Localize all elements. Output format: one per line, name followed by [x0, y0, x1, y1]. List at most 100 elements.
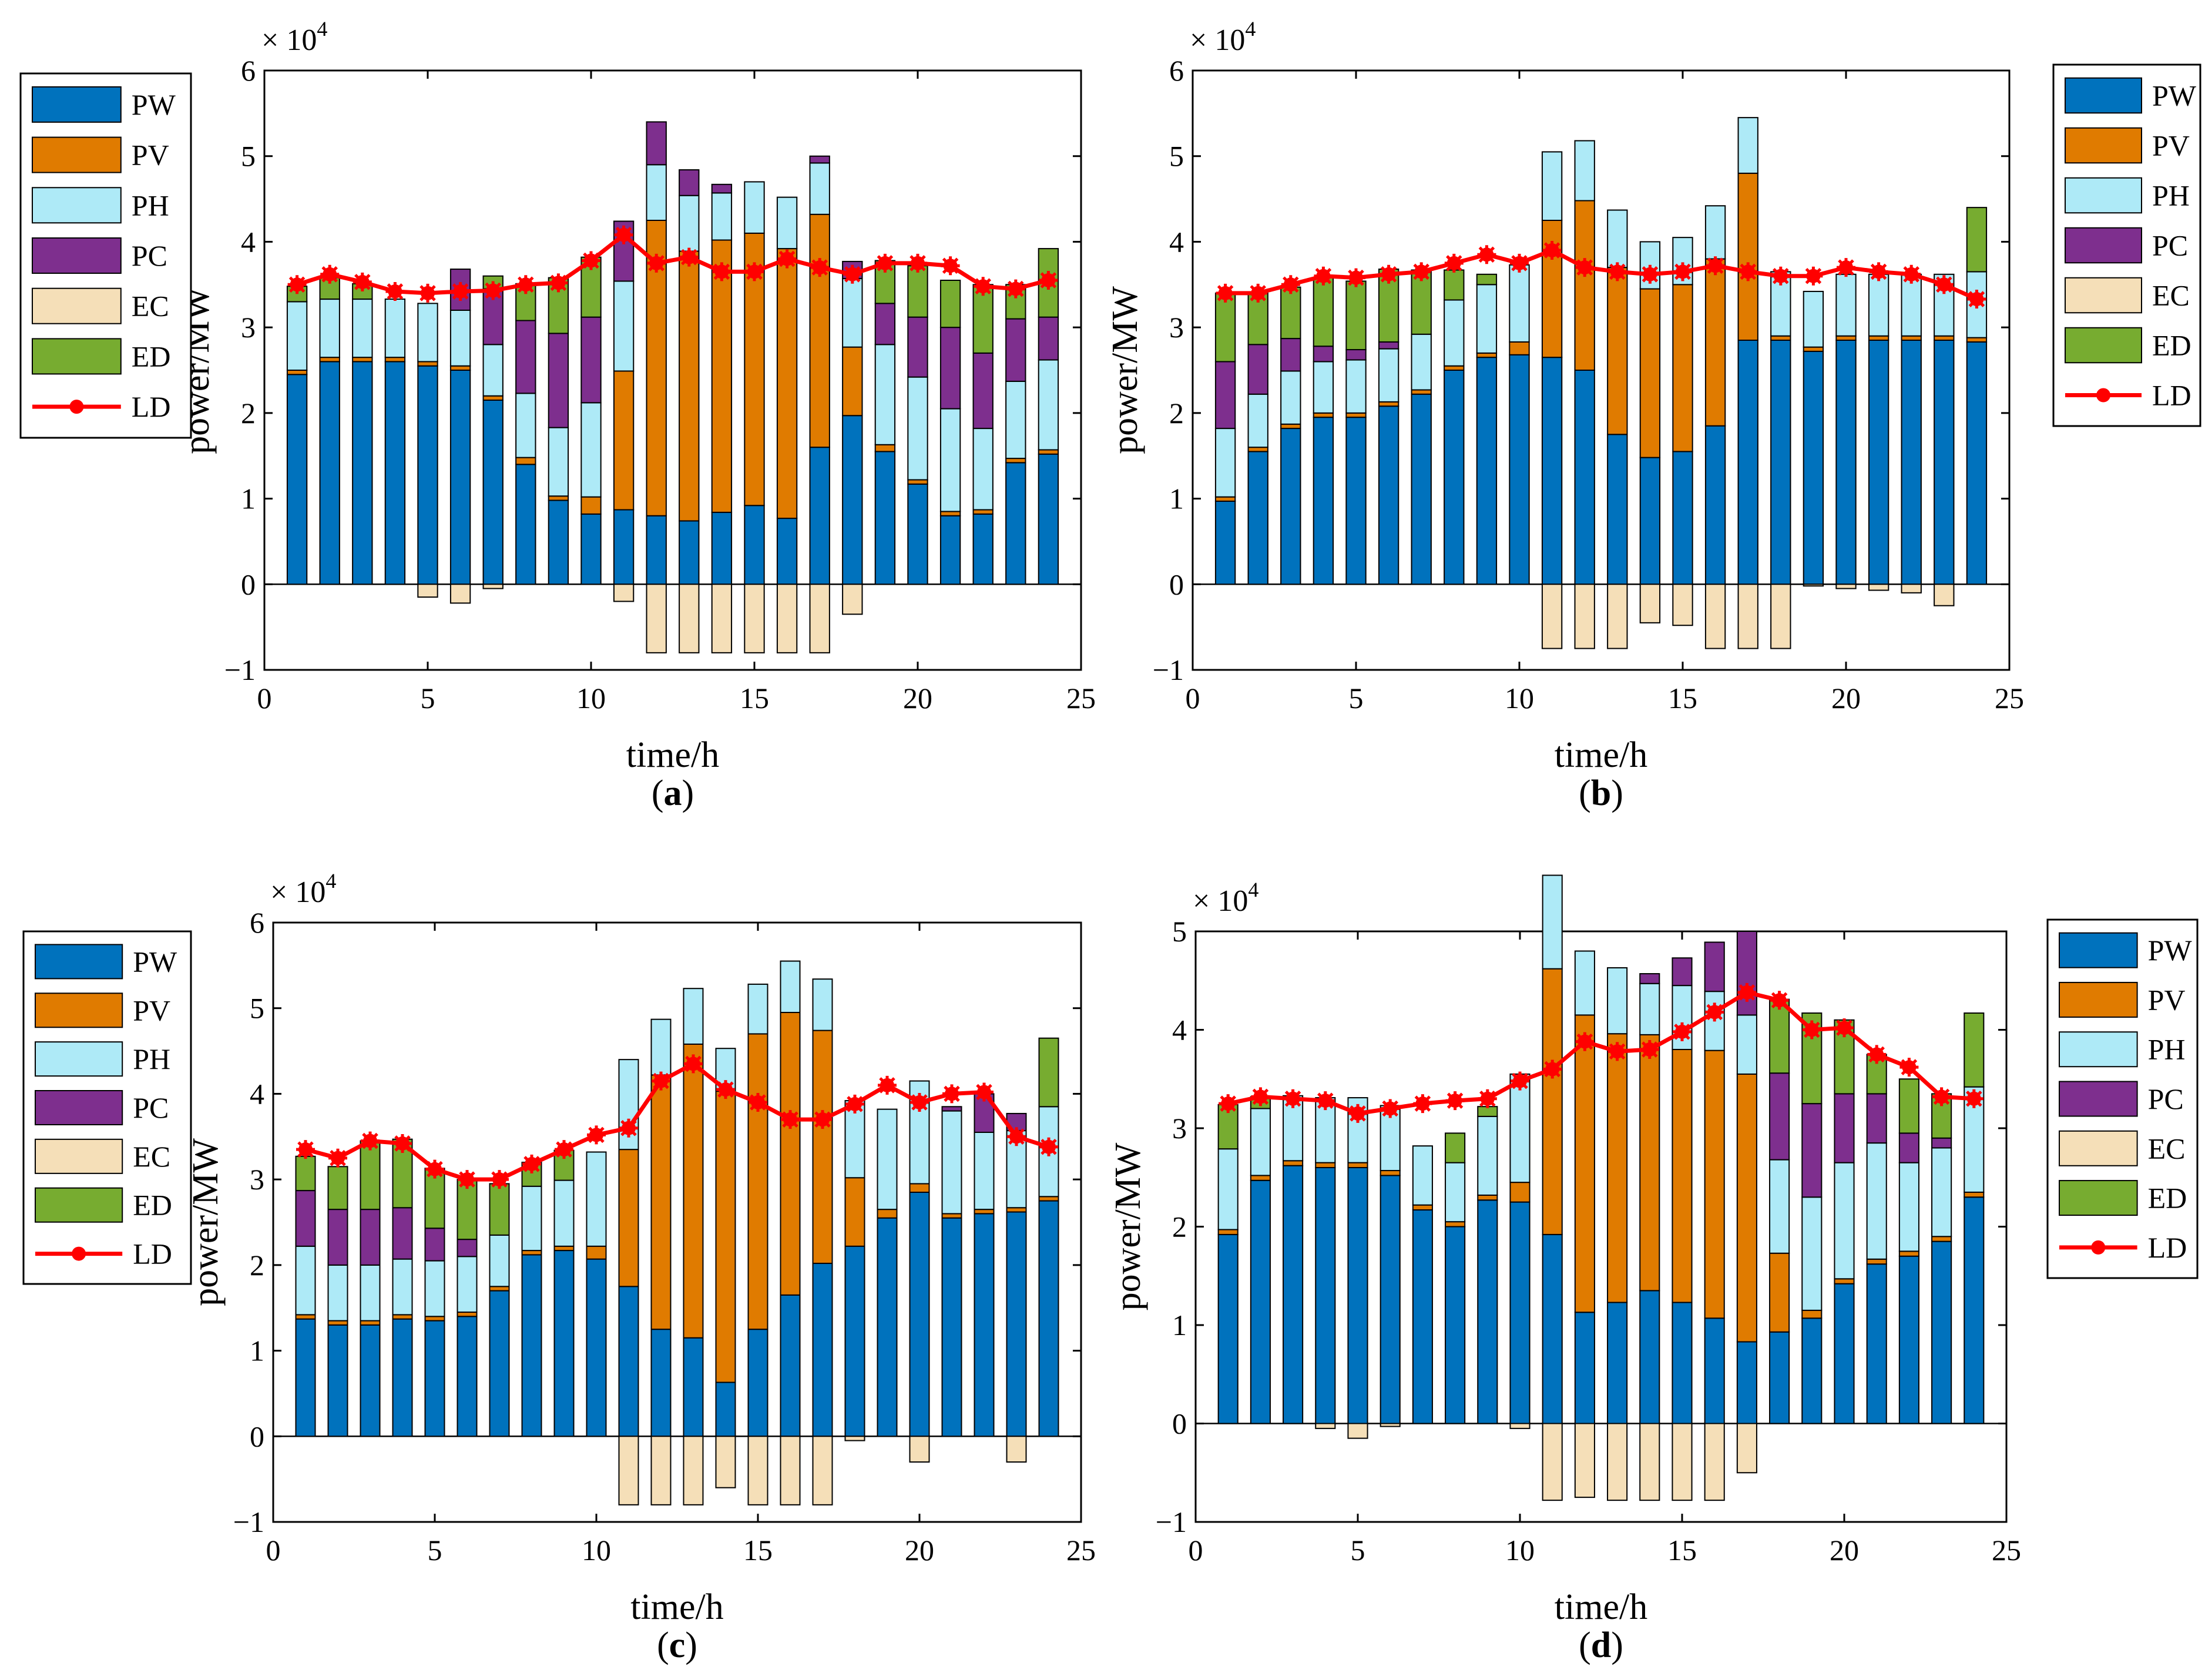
bar-pv: [327, 1320, 348, 1326]
ld-point-star: [1216, 283, 1235, 303]
bar-pw: [1898, 1255, 1919, 1424]
bar-ph: [874, 344, 896, 445]
ld-point: [1706, 256, 1725, 276]
ld-point-star: [1837, 258, 1855, 277]
bar-ph: [907, 376, 928, 481]
bar-ph: [683, 988, 704, 1045]
bar-pw: [1380, 1175, 1401, 1424]
bar-pv: [1574, 200, 1595, 371]
bar-pv: [1901, 335, 1922, 341]
bar-pv: [776, 248, 798, 519]
ld-point-star: [716, 1080, 735, 1099]
bar-pw: [1217, 1233, 1239, 1424]
bar-pc: [515, 320, 536, 394]
bar-ed: [489, 1183, 510, 1236]
bar-ph: [295, 1245, 316, 1316]
x-tick-label: 0: [266, 1534, 281, 1567]
bar-pc: [1005, 318, 1026, 382]
legend-label-ph: PH: [133, 1042, 170, 1075]
bar-pv: [909, 1183, 930, 1193]
bar-pw: [1801, 1317, 1823, 1424]
ld-point: [484, 281, 503, 300]
ld-point-star: [1705, 1002, 1724, 1022]
ld-point-star: [942, 1084, 961, 1104]
bar-pc: [874, 303, 896, 346]
subfigure-paren-close: ): [1611, 1625, 1623, 1665]
bar-pw: [1966, 341, 1988, 585]
bar-pw: [1283, 1165, 1304, 1424]
bar-ph: [1901, 273, 1922, 337]
ld-point: [614, 225, 633, 244]
y-tick-label: 6: [250, 906, 264, 939]
legend-label-pw: PW: [2152, 79, 2197, 112]
legend-swatch-ph: [32, 187, 122, 224]
bar-ph: [613, 280, 635, 372]
bar-ph: [449, 310, 471, 367]
bar-ec: [1835, 584, 1857, 589]
subfigure-paren-close: ): [685, 1625, 697, 1665]
y-tick-label: 4: [1172, 1014, 1187, 1047]
bar-ph: [1835, 273, 1857, 337]
legend-label-pv: PV: [2152, 129, 2190, 162]
bar-pv: [553, 1245, 575, 1252]
bar-pw: [521, 1254, 542, 1437]
bar-pw: [1901, 340, 1922, 585]
ld-point: [1314, 266, 1333, 286]
legend-label-ld: LD: [2152, 379, 2191, 412]
ld-point: [1381, 1099, 1400, 1118]
bar-ed: [972, 284, 994, 354]
bar-ec: [1868, 584, 1889, 591]
bar-pw: [909, 1192, 930, 1437]
bar-ph: [1736, 1014, 1757, 1075]
bar-pw: [1476, 357, 1498, 585]
bar-ec: [909, 1436, 930, 1463]
bar-pv: [683, 1043, 704, 1339]
bar-pv: [1283, 1160, 1304, 1166]
bar-pw: [319, 361, 340, 585]
ld-point: [1216, 283, 1235, 303]
bar-pv: [1704, 1049, 1725, 1319]
bar-pw: [1931, 1240, 1952, 1424]
ld-point: [1771, 266, 1790, 286]
ld-point: [522, 1154, 541, 1173]
ld-point: [1219, 1094, 1238, 1114]
ld-point: [745, 262, 764, 281]
ld-point: [813, 1110, 832, 1129]
ld-point: [516, 275, 535, 294]
ld-point: [716, 1080, 735, 1099]
bar-pv: [1934, 335, 1955, 341]
ld-point: [910, 1093, 929, 1112]
bar-ec: [1542, 1423, 1563, 1501]
bar-ph: [1607, 209, 1628, 269]
y-tick-label: 5: [241, 140, 256, 173]
bar-ph: [1477, 1115, 1498, 1196]
ld-point: [1899, 1058, 1919, 1077]
bar-ec: [1934, 584, 1955, 606]
ld-point-star: [425, 1159, 444, 1179]
legend-label-ld: LD: [133, 1238, 172, 1270]
ld-point-star: [843, 264, 862, 284]
ld-point-star: [361, 1131, 380, 1151]
bar-pw: [1866, 1263, 1887, 1424]
bar-ph: [1250, 1108, 1271, 1176]
bar-ed: [1313, 277, 1334, 347]
x-tick-label: 25: [1992, 1534, 2021, 1567]
bar-pv: [1672, 1049, 1693, 1303]
ld-point: [1737, 982, 1757, 1002]
bar-pv: [457, 1312, 478, 1317]
bar-ph: [417, 303, 438, 363]
ld-point-star: [941, 256, 960, 276]
bar-ph: [1574, 950, 1595, 1016]
x-tick-label: 10: [1505, 682, 1534, 715]
bar-ph: [1217, 1148, 1239, 1230]
bar-ph: [327, 1264, 348, 1322]
bar-ph: [939, 408, 961, 512]
ld-point-star: [1967, 290, 1986, 309]
bar-ph: [392, 1258, 413, 1316]
bar-pv: [1380, 1170, 1401, 1176]
ld-point: [1770, 991, 1789, 1010]
bar-pv: [1542, 968, 1563, 1235]
ld-point-star: [652, 1071, 670, 1091]
bar-pv: [1345, 412, 1367, 418]
bar-pv: [482, 395, 504, 401]
